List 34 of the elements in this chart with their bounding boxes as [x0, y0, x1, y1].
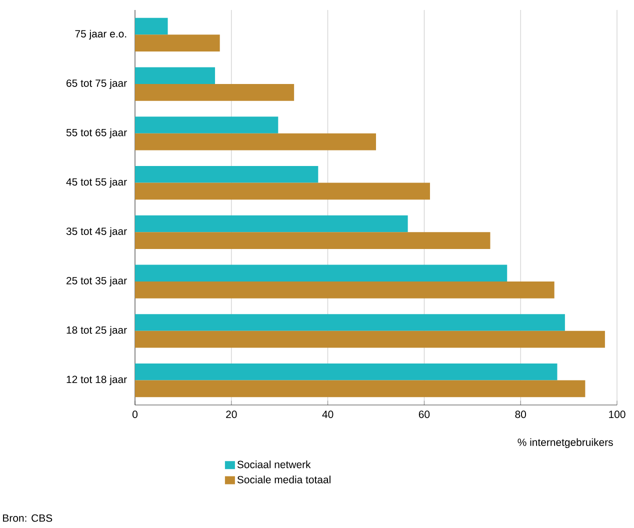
y-tick-label: 75 jaar e.o. [75, 30, 126, 40]
bar [135, 67, 216, 84]
bar [135, 18, 168, 35]
y-tick-label: 65 tot 75 jaar [66, 79, 127, 89]
x-tick-label: 20 [226, 410, 237, 418]
bar [135, 330, 605, 348]
y-tick-label: 25 tot 35 jaar [66, 276, 127, 286]
bar [135, 215, 408, 232]
legend-label: Sociale media totaal [237, 476, 330, 484]
x-tick-label: 60 [418, 410, 430, 418]
y-tick-label: 55 tot 65 jaar [66, 128, 127, 138]
y-tick-label: 45 tot 55 jaar [66, 178, 127, 188]
bar [135, 116, 278, 134]
text: Bron: CBS [3, 514, 52, 522]
bar [135, 182, 430, 200]
bar [135, 34, 220, 52]
y-tick-label: 12 tot 18 jaar [66, 375, 127, 386]
x-tick-label: 0 [132, 410, 138, 418]
x-tick-label: 100 [609, 410, 626, 418]
x-axis-title: % internetgebruikers [518, 438, 613, 448]
bar [135, 84, 294, 101]
bar [135, 314, 565, 331]
bar [135, 364, 558, 380]
y-tick-label: 18 tot 25 jaar [66, 326, 127, 336]
x-tick-label: 40 [322, 410, 334, 418]
bar [135, 166, 318, 183]
bar [135, 232, 490, 249]
bar [135, 380, 586, 398]
legend-label: Sociaal netwerk [237, 460, 311, 468]
bar [135, 133, 376, 150]
y-tick-label: 35 tot 45 jaar [66, 227, 127, 238]
bar [135, 264, 508, 282]
x-tick-label: 80 [515, 410, 526, 418]
bar [135, 282, 554, 298]
